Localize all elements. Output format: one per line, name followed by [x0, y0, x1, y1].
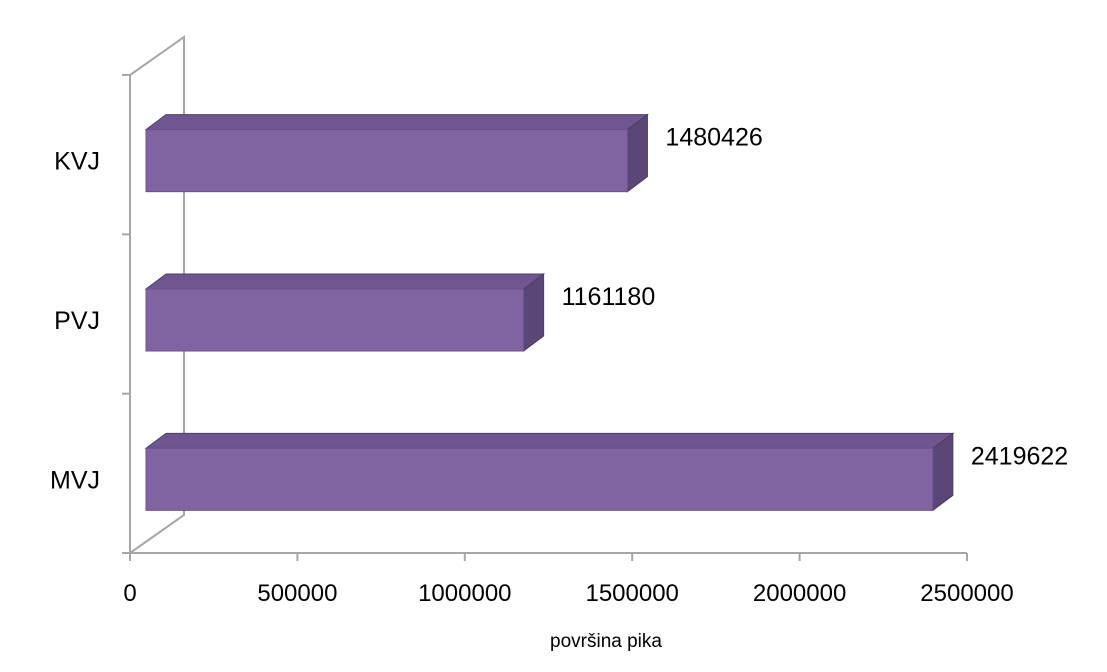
chart-axes — [122, 35, 968, 561]
data-label: 1161180 — [562, 283, 656, 311]
data-label: 1480426 — [665, 124, 762, 152]
bar-top-mvj — [144, 432, 955, 449]
x-tick-label: 1000000 — [418, 580, 511, 607]
chart-bars — [144, 113, 955, 512]
x-tick-label: 500000 — [257, 580, 337, 607]
chart-labels: 0 500000 1000000 1500000 2000000 2500000 MVJ 24… — [50, 124, 1068, 607]
category-label: KVJ — [54, 148, 100, 176]
x-tick-label: 2500000 — [920, 580, 1013, 607]
x-tick-label: 1500000 — [585, 580, 678, 607]
category-label: MVJ — [50, 466, 100, 494]
x-tick-label: 2000000 — [753, 580, 846, 607]
bar-top-pvj — [144, 273, 546, 290]
bar-mvj — [145, 447, 934, 511]
bar-pvj — [145, 288, 525, 352]
x-axis-title: površina pika — [550, 631, 662, 652]
data-label: 2419622 — [971, 442, 1068, 470]
x-tick-label: 0 — [123, 580, 136, 607]
category-label: PVJ — [54, 307, 100, 335]
bar-kvj — [145, 129, 628, 193]
bar-top-kvj — [144, 114, 649, 131]
